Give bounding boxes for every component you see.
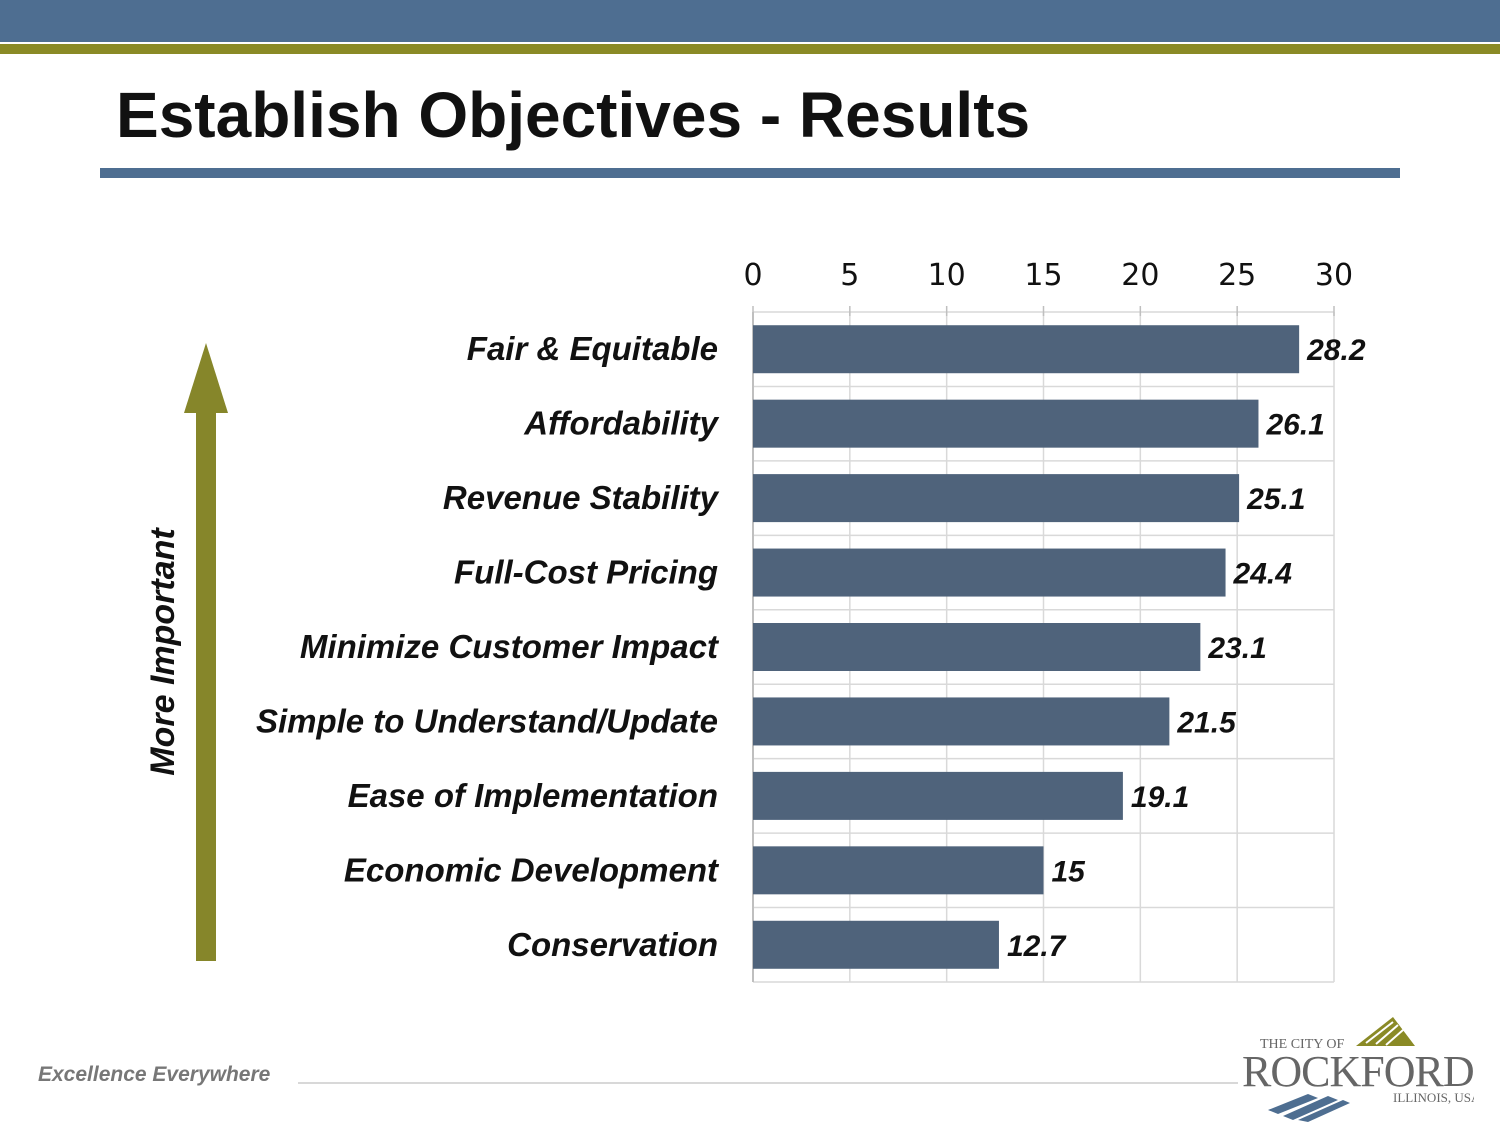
- bar: [753, 697, 1170, 746]
- bars: [753, 325, 1300, 969]
- value-label: 26.1: [1265, 409, 1324, 442]
- x-tick-label: 5: [840, 258, 859, 293]
- bar: [753, 623, 1201, 671]
- bar: [753, 771, 1123, 820]
- more-important-label: More Important: [144, 527, 182, 776]
- x-tick-label: 10: [928, 258, 966, 293]
- logo-mark-top: [1356, 1017, 1415, 1046]
- category-label: Minimize Customer Impact: [300, 628, 720, 665]
- x-tick-label: 20: [1121, 258, 1159, 293]
- bar: [753, 399, 1259, 448]
- category-label: Conservation: [507, 926, 718, 963]
- title-underline: [100, 168, 1400, 178]
- value-label: 19.1: [1131, 781, 1189, 814]
- value-label: 12.7: [1007, 930, 1067, 963]
- x-axis-ticks: 0 5 10 15 20 25 30: [743, 258, 1353, 316]
- category-label: Economic Development: [344, 851, 720, 888]
- category-label: Full-Cost Pricing: [454, 554, 718, 591]
- x-tick-label: 30: [1315, 258, 1353, 293]
- x-tick-label: 0: [743, 258, 762, 293]
- bar: [753, 846, 1044, 895]
- value-label: 21.5: [1176, 706, 1237, 739]
- arrow-shaft: [196, 410, 216, 961]
- logo-river-icon: [1268, 1094, 1350, 1122]
- logo-main-text: ROCKFORD: [1242, 1047, 1474, 1096]
- category-label: Fair & Equitable: [467, 330, 718, 367]
- footer-rule: [298, 1082, 1238, 1084]
- arrow-head: [184, 343, 228, 413]
- rockford-logo: THE CITY OF ROCKFORD ILLINOIS, USA: [1242, 1017, 1474, 1122]
- category-label: Ease of Implementation: [348, 777, 718, 814]
- value-label: 23.1: [1207, 632, 1266, 665]
- bar: [753, 474, 1240, 523]
- importance-arrow: [184, 343, 228, 961]
- value-label: 24.4: [1233, 558, 1293, 591]
- category-labels: Fair & Equitable Affordability Revenue Sta…: [256, 330, 720, 963]
- header-band: [0, 0, 1500, 42]
- logo-mountain-icon: [1356, 1017, 1415, 1046]
- value-label: 15: [1052, 855, 1087, 888]
- x-tick-label: 25: [1218, 258, 1256, 293]
- bar: [753, 325, 1300, 374]
- footer-tagline: Excellence Everywhere: [38, 1063, 271, 1086]
- category-label: Simple to Understand/Update: [256, 702, 718, 739]
- x-tick-label: 15: [1024, 258, 1062, 293]
- logo-sub-text: ILLINOIS, USA: [1393, 1090, 1474, 1105]
- slide-title: Establish Objectives - Results: [116, 79, 1031, 151]
- category-label: Revenue Stability: [443, 479, 720, 516]
- value-label: 25.1: [1246, 483, 1305, 516]
- category-label: Affordability: [523, 405, 719, 442]
- bar: [753, 920, 999, 969]
- value-labels: 28.2 26.1 25.1 24.4 23.1 21.5 19.1 15 12.7: [1007, 334, 1366, 963]
- header-accent-stripe: [0, 44, 1500, 54]
- logo-small-text: THE CITY OF: [1260, 1037, 1344, 1052]
- value-label: 28.2: [1306, 334, 1366, 367]
- bar: [753, 548, 1226, 597]
